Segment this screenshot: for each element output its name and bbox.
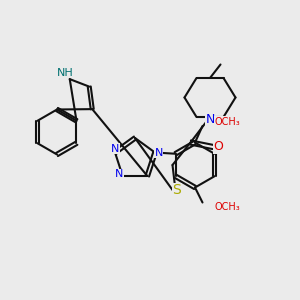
Text: S: S bbox=[172, 184, 182, 197]
Text: N: N bbox=[115, 169, 123, 179]
Text: N: N bbox=[205, 112, 215, 126]
Text: OCH₃: OCH₃ bbox=[214, 202, 240, 212]
Text: NH: NH bbox=[57, 68, 74, 77]
Text: OCH₃: OCH₃ bbox=[214, 116, 240, 127]
Text: N: N bbox=[154, 148, 163, 158]
Text: N: N bbox=[111, 144, 119, 154]
Text: O: O bbox=[214, 140, 223, 154]
